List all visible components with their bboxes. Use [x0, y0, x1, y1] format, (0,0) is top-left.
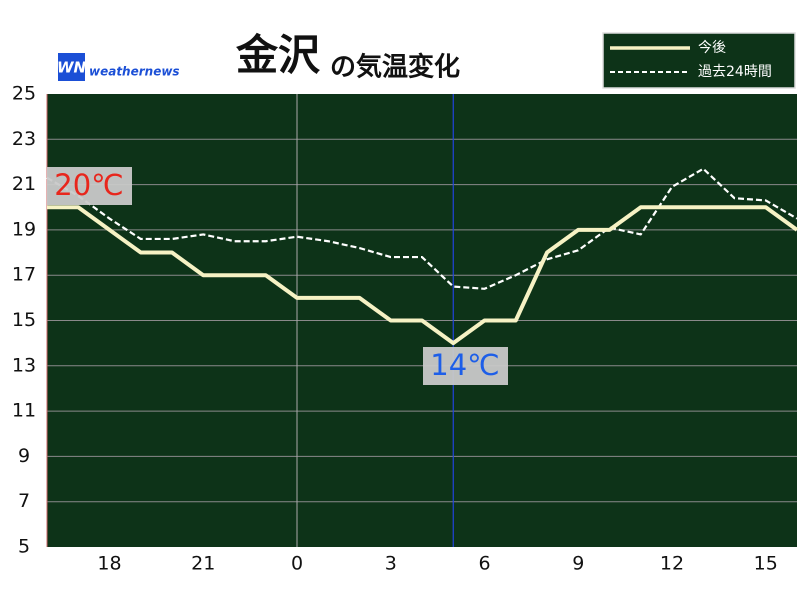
y-tick-label: 19 — [12, 218, 36, 240]
y-tick-label: 7 — [18, 490, 30, 512]
past-line — [46, 167, 798, 290]
forecast-line — [47, 205, 799, 346]
y-tick-label: 5 — [18, 536, 30, 558]
y-tick-label: 25 — [12, 83, 36, 105]
y-tick-label: 15 — [12, 309, 36, 331]
legend-label: 過去24時間 — [698, 64, 772, 80]
x-tick-label: 21 — [191, 553, 215, 575]
annotation-box — [47, 167, 132, 205]
x-tick-label: 15 — [754, 553, 778, 575]
logo-text: weathernews — [89, 65, 180, 79]
x-tick-label: 3 — [385, 553, 397, 575]
annotation-text: 20℃ — [54, 168, 123, 202]
y-tick-label: 21 — [12, 173, 36, 195]
y-tick-label: 11 — [12, 400, 36, 422]
annotation-box — [423, 347, 508, 385]
legend-box — [602, 32, 796, 89]
y-tick-label: 13 — [12, 354, 36, 376]
chart-subtitle: の気温変化 — [330, 52, 460, 83]
legend-label: 今後 — [698, 40, 726, 56]
y-tick-label: 23 — [12, 128, 36, 150]
x-tick-label: 6 — [478, 553, 490, 575]
x-tick-label: 9 — [572, 553, 584, 575]
annotation-text: 14℃ — [430, 348, 499, 382]
logo-box — [58, 53, 85, 81]
chart-title: 金沢 — [235, 31, 321, 80]
x-tick-label: 12 — [660, 553, 684, 575]
x-tick-label: 18 — [97, 553, 121, 575]
x-tick-label: 0 — [291, 553, 303, 575]
logo-mark: WN — [57, 59, 87, 77]
y-tick-label: 9 — [18, 445, 30, 467]
y-tick-label: 17 — [12, 264, 36, 286]
